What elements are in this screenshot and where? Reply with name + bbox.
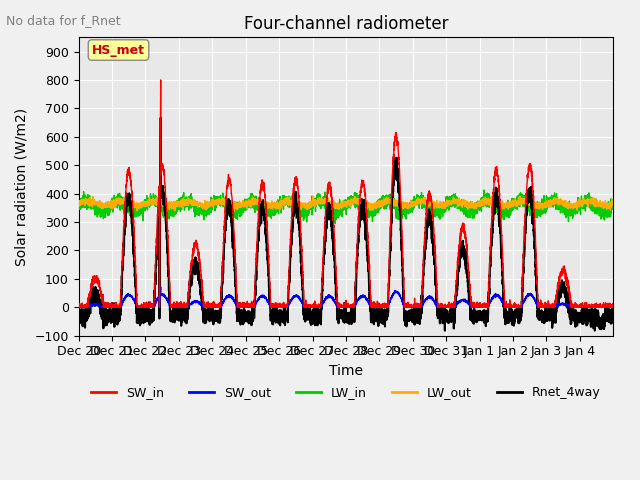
X-axis label: Time: Time <box>329 364 363 378</box>
Title: Four-channel radiometer: Four-channel radiometer <box>244 15 448 33</box>
Text: No data for f_Rnet: No data for f_Rnet <box>6 14 121 27</box>
Text: HS_met: HS_met <box>92 44 145 57</box>
Y-axis label: Solar radiation (W/m2): Solar radiation (W/m2) <box>15 108 29 265</box>
Legend: SW_in, SW_out, LW_in, LW_out, Rnet_4way: SW_in, SW_out, LW_in, LW_out, Rnet_4way <box>86 381 605 404</box>
